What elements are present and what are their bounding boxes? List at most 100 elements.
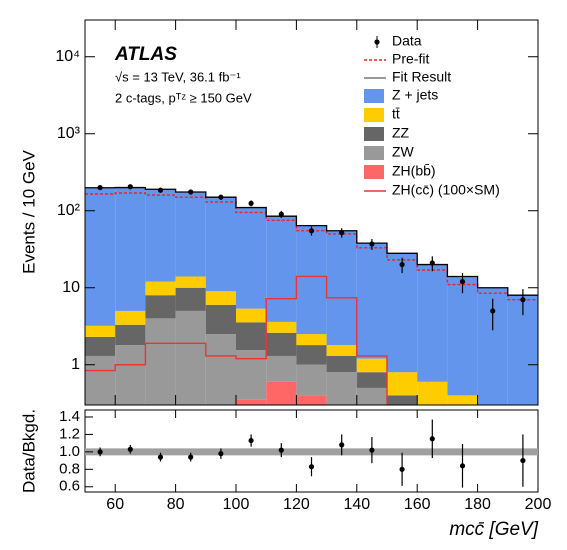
stack-bar <box>417 381 448 405</box>
legend-label: ZZ <box>392 125 410 141</box>
y-axis-label: Events / 10 GeV <box>19 149 38 273</box>
stack-bar <box>387 253 418 373</box>
ratio-point <box>339 442 345 448</box>
energy-label: √s = 13 TeV, 36.1 fb⁻¹ <box>115 69 241 84</box>
stack-bar <box>236 350 267 400</box>
stack-bar <box>447 405 477 442</box>
stack-bar <box>296 364 327 396</box>
stack-bar <box>266 381 297 405</box>
y-tick-label: 10 <box>62 279 80 296</box>
stack-bar <box>115 345 146 405</box>
stack-bar <box>296 225 327 335</box>
stack-bar <box>175 192 206 277</box>
x-tick-label: 100 <box>223 496 250 513</box>
ratio-y-tick-label: 1.2 <box>59 425 80 442</box>
stack-bar <box>205 291 236 305</box>
legend-marker <box>374 39 380 45</box>
stack-bar <box>175 287 206 311</box>
y-tick-label: 10² <box>57 202 81 219</box>
data-point <box>520 297 526 303</box>
data-point <box>429 260 435 266</box>
stack-bar <box>387 405 417 419</box>
stack-bar <box>326 230 357 346</box>
legend-label: Data <box>392 33 422 49</box>
stack-bar <box>115 187 146 311</box>
stack-bar <box>356 387 387 405</box>
ratio-y-tick-label: 1.0 <box>59 443 80 460</box>
data-point <box>459 279 466 285</box>
ratio-point <box>278 447 284 453</box>
stack-bar <box>326 372 357 405</box>
legend-label: ZH(cc̄) (100×SM) <box>392 182 500 198</box>
ratio-point <box>157 454 164 460</box>
plot-area <box>85 184 538 442</box>
stack-bar <box>478 405 508 442</box>
ratio-y-label: Data/Bkgd. <box>19 409 38 493</box>
stack-bar <box>266 216 297 322</box>
legend-swatch <box>364 108 384 122</box>
stack-bar <box>356 372 387 388</box>
y-tick-label: 10⁴ <box>55 48 80 65</box>
stack-bar <box>205 334 236 405</box>
stack-bar <box>85 325 116 337</box>
stack-bar <box>266 355 297 382</box>
y-tick-label: 1 <box>71 356 80 373</box>
stack-bar <box>175 310 206 405</box>
stack-bar <box>205 304 236 335</box>
stack-bar <box>447 276 478 396</box>
stack-bar <box>478 419 508 442</box>
data-point <box>188 189 194 195</box>
stack-bar <box>296 395 327 405</box>
stack-bar <box>85 336 116 356</box>
ratio-point <box>218 451 224 457</box>
legend-swatch <box>364 146 384 160</box>
data-point <box>157 187 164 193</box>
stack-bar <box>115 310 146 325</box>
legend-label: ZH(bb̄) <box>392 163 436 179</box>
data-point <box>127 184 133 190</box>
stack-bar <box>387 395 418 405</box>
stack-bar <box>115 324 146 346</box>
stack-bar <box>205 197 236 292</box>
legend-swatch <box>364 89 384 103</box>
x-tick-label: 60 <box>106 496 124 513</box>
ratio-y-tick-label: 0.6 <box>59 478 80 495</box>
ratio-point <box>308 464 315 470</box>
x-axis-label: mcc̄ [GeV] <box>449 519 538 540</box>
data-point <box>97 184 103 191</box>
legend-swatch <box>364 165 384 179</box>
ratio-point <box>459 463 466 469</box>
ratio-point <box>97 449 103 455</box>
legend-label: ZW <box>392 144 415 160</box>
step-line <box>85 186 538 296</box>
ratio-point <box>399 466 405 472</box>
data-point <box>399 261 405 268</box>
stack-bar <box>356 358 387 373</box>
ratio-point <box>127 446 133 452</box>
stack-bar <box>326 355 357 373</box>
y-tick-label: 10³ <box>57 125 81 142</box>
stack-bar <box>175 276 206 288</box>
stack-bar <box>85 355 116 405</box>
stack-bar <box>236 207 267 309</box>
stack-bar <box>145 295 176 319</box>
ratio-point <box>248 437 254 444</box>
stack-bar <box>145 318 176 405</box>
stack-bar <box>447 395 478 405</box>
stack-bar <box>356 243 387 359</box>
stack-bar <box>296 345 327 365</box>
legend-label: tt̄ <box>392 106 400 122</box>
stack-bar <box>266 321 297 333</box>
legend-swatch <box>364 127 384 141</box>
stack-bar <box>417 264 448 382</box>
stack-bar <box>266 332 297 356</box>
stack-bar <box>447 419 477 442</box>
x-tick-label: 80 <box>167 496 185 513</box>
data-point <box>248 200 254 206</box>
x-tick-label: 180 <box>464 496 491 513</box>
x-tick-label: 120 <box>283 496 310 513</box>
stack-bar <box>387 372 418 396</box>
data-point <box>369 241 375 247</box>
step-line <box>85 275 388 405</box>
